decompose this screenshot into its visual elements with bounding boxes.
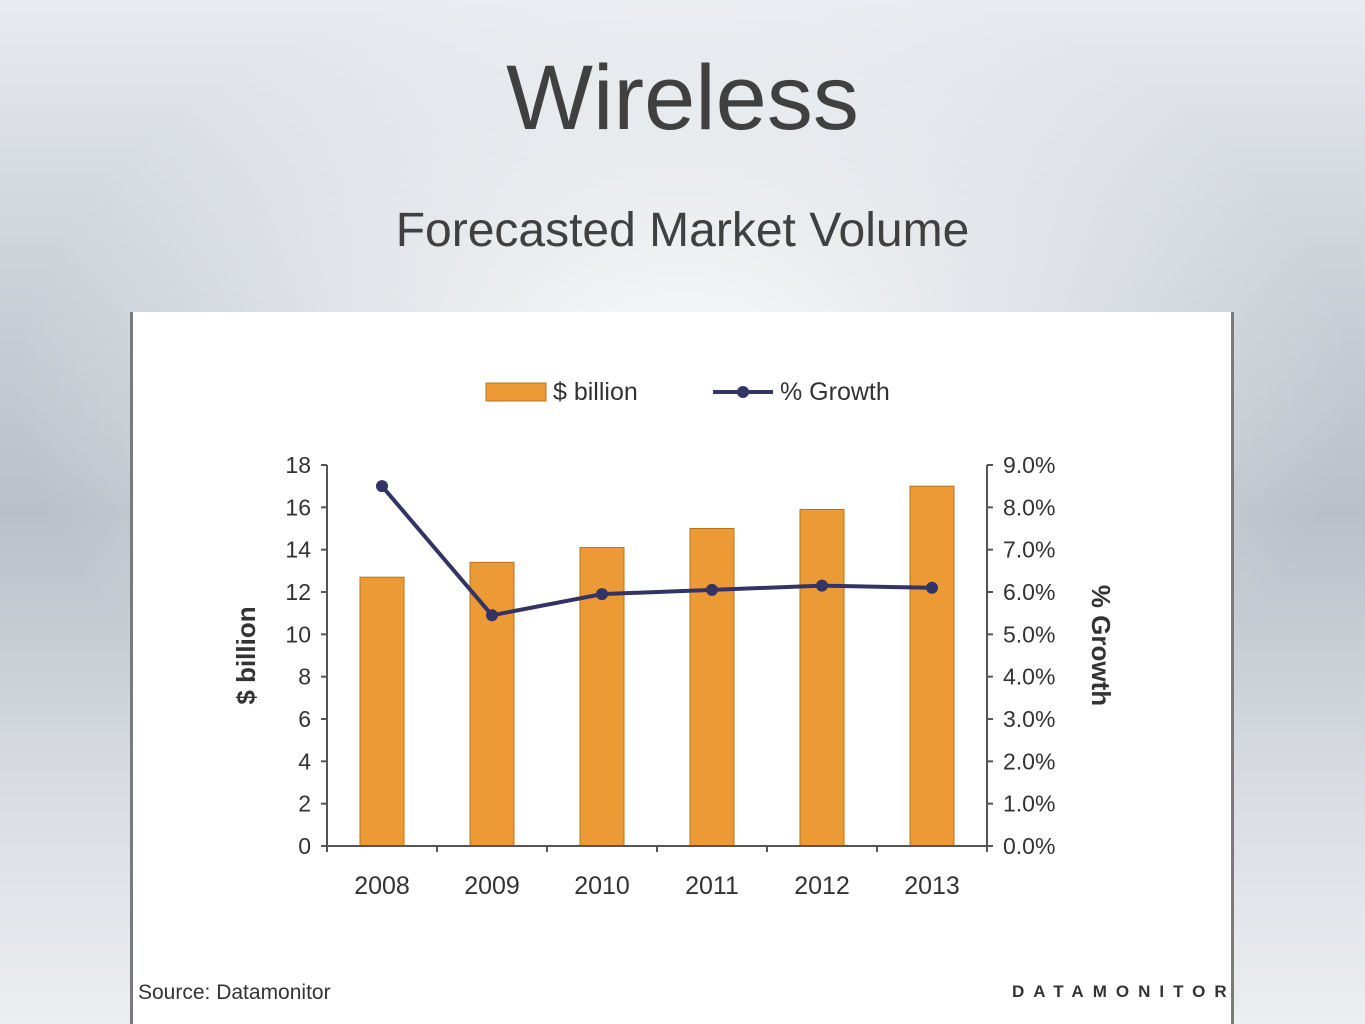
y-left-tick-label: 6 [298, 706, 311, 732]
growth-point-2009 [486, 609, 498, 622]
y-right-tick-label: 6.0% [1003, 579, 1055, 605]
y-left-tick-label: 14 [285, 537, 311, 563]
x-tick-label: 2012 [794, 872, 850, 900]
chart-svg: 0 2 4 6 8 10 12 14 16 18 0.0% 1.0% 2.0% 3.0% 4.0% 5.0% 6… [231, 378, 1116, 900]
y-right-axis-title: % Growth [1086, 585, 1116, 706]
chart-panel: 0 2 4 6 8 10 12 14 16 18 0.0% 1.0% 2.0% 3.0% 4.0% 5.0% 6… [205, 352, 1158, 918]
y-left-tick-label: 4 [298, 748, 311, 774]
growth-point-2011 [706, 583, 718, 596]
growth-point-2013 [926, 581, 938, 594]
legend-bar-label: $ billion [553, 378, 638, 406]
y-left-tick-label: 12 [285, 579, 311, 605]
y-right-tick-label: 1.0% [1003, 791, 1055, 817]
x-tick-label: 2013 [904, 872, 960, 900]
x-tick-label: 2011 [685, 872, 739, 900]
growth-point-2008 [376, 480, 388, 493]
y-left-tick-label: 10 [285, 621, 311, 647]
legend-bar-swatch [485, 382, 547, 402]
growth-line [380, 484, 933, 618]
brand-logo: DATAMONITOR [1012, 982, 1236, 1001]
y-right-tick-label: 0.0% [1003, 833, 1055, 859]
y-left-tick-label: 2 [298, 791, 311, 817]
growth-point-2010 [596, 588, 608, 601]
x-tick-label: 2008 [354, 872, 410, 900]
bar-2009 [469, 561, 515, 847]
bar-2011 [689, 528, 735, 847]
growth-point-2012 [816, 579, 828, 592]
bar-2008 [359, 576, 405, 847]
y-right-tick-label: 3.0% [1003, 706, 1055, 732]
x-tick-label: 2009 [464, 872, 520, 900]
legend-line-marker [737, 386, 749, 398]
y-left-tick-label: 18 [285, 452, 311, 478]
y-left-tick-label: 16 [285, 494, 311, 520]
y-left-tick-label: 0 [298, 833, 311, 859]
bar-2012 [799, 508, 845, 847]
bar-2013 [909, 485, 955, 847]
legend-line-label: % Growth [780, 378, 890, 406]
y-left-axis-title: $ billion [231, 606, 261, 704]
source-text: Source: Datamonitor [138, 981, 331, 1004]
y-right-tick-label: 4.0% [1003, 664, 1055, 690]
y-right-tick-label: 5.0% [1003, 621, 1055, 647]
slide-title: Wireless [506, 47, 859, 149]
y-right-tick-label: 8.0% [1003, 494, 1055, 520]
y-right-tick-label: 7.0% [1003, 537, 1055, 563]
y-right-tick-label: 9.0% [1003, 452, 1055, 478]
slide-subtitle: Forecasted Market Volume [395, 204, 970, 257]
y-left-tick-label: 8 [298, 664, 311, 690]
y-right-tick-label: 2.0% [1003, 748, 1055, 774]
x-tick-label: 2010 [574, 872, 630, 900]
